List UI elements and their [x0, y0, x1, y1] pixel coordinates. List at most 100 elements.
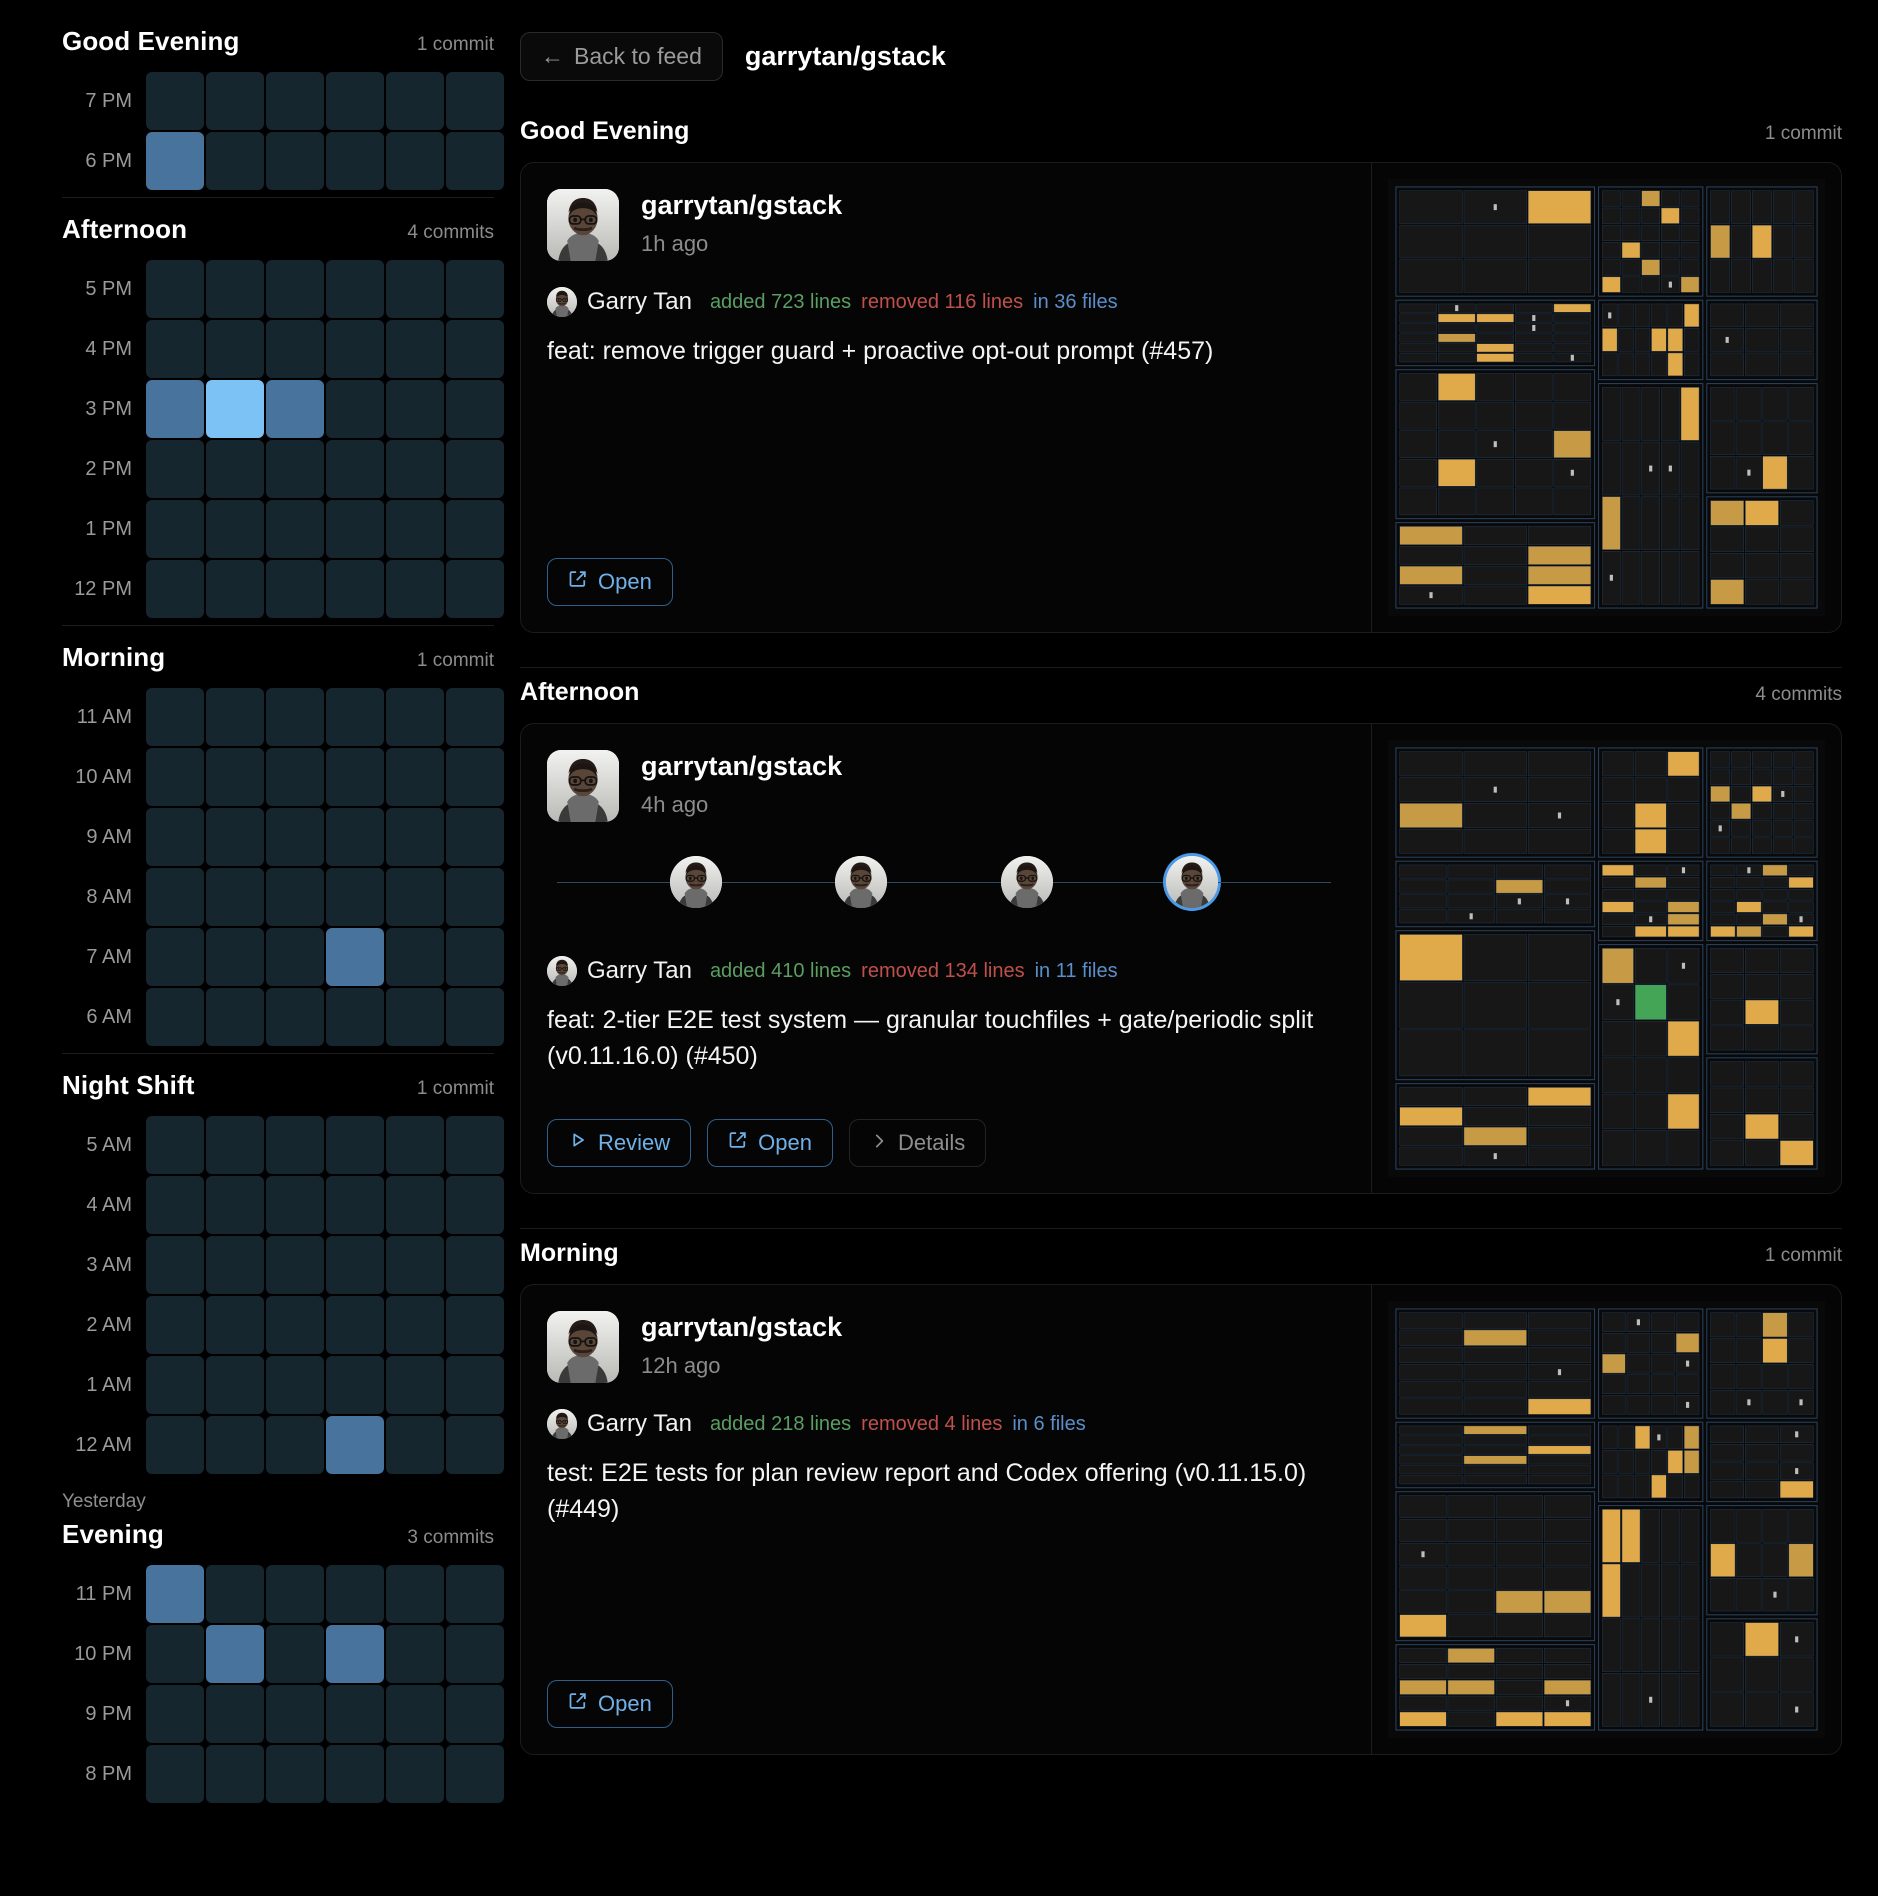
heatmap-cell[interactable] [326, 1745, 384, 1803]
heatmap-cell[interactable] [446, 320, 504, 378]
heatmap-cell[interactable] [326, 560, 384, 618]
heatmap-cell[interactable] [206, 1356, 264, 1414]
activity-heatmap-sidebar[interactable]: Good Evening 1 commit 7 PM 6 PM Afternoon 4 c… [0, 0, 520, 1896]
heatmap-cell[interactable] [326, 72, 384, 130]
commit-card[interactable]: garrytan/gstack 1h ago Garry Tan added 7… [520, 162, 1842, 633]
heatmap-cell[interactable] [266, 988, 324, 1046]
heatmap-cell[interactable] [206, 380, 264, 438]
heatmap-cell[interactable] [326, 868, 384, 926]
commit-repo-name[interactable]: garrytan/gstack [641, 751, 843, 781]
heatmap-cell[interactable] [146, 1356, 204, 1414]
heatmap-cell[interactable] [326, 380, 384, 438]
commit-chain[interactable] [547, 856, 1341, 908]
heatmap-cell[interactable] [386, 688, 444, 746]
heatmap-cell[interactable] [146, 1685, 204, 1743]
heatmap-cell[interactable] [326, 1176, 384, 1234]
heatmap-cell[interactable] [326, 928, 384, 986]
heatmap-cell[interactable] [206, 928, 264, 986]
heatmap-cell[interactable] [326, 1416, 384, 1474]
heatmap-cell[interactable] [386, 1236, 444, 1294]
heatmap-cell[interactable] [446, 688, 504, 746]
heatmap-cell[interactable] [386, 748, 444, 806]
open-button[interactable]: Open [707, 1119, 833, 1167]
heatmap-cell[interactable] [386, 1176, 444, 1234]
heatmap-cell[interactable] [266, 928, 324, 986]
commit-card[interactable]: garrytan/gstack 4h ago [520, 723, 1842, 1194]
heatmap-cell[interactable] [206, 500, 264, 558]
heatmap-cell[interactable] [446, 1745, 504, 1803]
code-treemap-panel[interactable] [1371, 724, 1841, 1193]
heatmap-cell[interactable] [266, 808, 324, 866]
heatmap-cell[interactable] [446, 808, 504, 866]
heatmap-cell[interactable] [266, 1176, 324, 1234]
heatmap-cell[interactable] [266, 1236, 324, 1294]
heatmap-cell[interactable] [206, 1176, 264, 1234]
heatmap-cell[interactable] [146, 808, 204, 866]
heatmap-cell[interactable] [446, 868, 504, 926]
heatmap-cell[interactable] [146, 1565, 204, 1623]
heatmap-cell[interactable] [266, 1296, 324, 1354]
heatmap-cell[interactable] [206, 1296, 264, 1354]
heatmap-cell[interactable] [266, 560, 324, 618]
heatmap-cell[interactable] [386, 1565, 444, 1623]
heatmap-cell[interactable] [446, 988, 504, 1046]
open-button[interactable]: Open [547, 558, 673, 606]
heatmap-cell[interactable] [446, 1565, 504, 1623]
heatmap-cell[interactable] [146, 132, 204, 190]
heatmap-cell[interactable] [146, 1416, 204, 1474]
heatmap-cell[interactable] [326, 748, 384, 806]
heatmap-cell[interactable] [146, 748, 204, 806]
review-button[interactable]: Review [547, 1119, 692, 1167]
heatmap-cell[interactable] [266, 1416, 324, 1474]
heatmap-cell[interactable] [326, 1625, 384, 1683]
heatmap-cell[interactable] [386, 320, 444, 378]
heatmap-cell[interactable] [266, 1685, 324, 1743]
heatmap-cell[interactable] [146, 380, 204, 438]
heatmap-cell[interactable] [446, 1296, 504, 1354]
heatmap-cell[interactable] [146, 1625, 204, 1683]
heatmap-cell[interactable] [266, 380, 324, 438]
heatmap-cell[interactable] [146, 320, 204, 378]
heatmap-cell[interactable] [386, 868, 444, 926]
commit-card[interactable]: garrytan/gstack 12h ago Garry Tan added … [520, 1284, 1842, 1755]
repo-avatar[interactable] [547, 750, 619, 822]
heatmap-cell[interactable] [446, 1176, 504, 1234]
heatmap-cell[interactable] [326, 1356, 384, 1414]
heatmap-cell[interactable] [446, 928, 504, 986]
heatmap-cell[interactable] [146, 1745, 204, 1803]
heatmap-cell[interactable] [386, 380, 444, 438]
heatmap-cell[interactable] [266, 500, 324, 558]
heatmap-cell[interactable] [326, 260, 384, 318]
heatmap-cell[interactable] [386, 72, 444, 130]
heatmap-cell[interactable] [386, 1625, 444, 1683]
heatmap-cell[interactable] [266, 132, 324, 190]
heatmap-cell[interactable] [446, 748, 504, 806]
heatmap-cell[interactable] [326, 440, 384, 498]
heatmap-cell[interactable] [326, 320, 384, 378]
heatmap-cell[interactable] [446, 440, 504, 498]
heatmap-cell[interactable] [266, 320, 324, 378]
heatmap-cell[interactable] [266, 1116, 324, 1174]
heatmap-cell[interactable] [386, 500, 444, 558]
heatmap-cell[interactable] [266, 440, 324, 498]
heatmap-cell[interactable] [446, 380, 504, 438]
heatmap-cell[interactable] [446, 1116, 504, 1174]
heatmap-cell[interactable] [206, 868, 264, 926]
heatmap-cell[interactable] [206, 688, 264, 746]
heatmap-cell[interactable] [446, 132, 504, 190]
heatmap-cell[interactable] [386, 808, 444, 866]
back-to-feed-button[interactable]: ← Back to feed [520, 32, 723, 81]
heatmap-cell[interactable] [446, 1416, 504, 1474]
heatmap-cell[interactable] [206, 560, 264, 618]
heatmap-cell[interactable] [266, 868, 324, 926]
heatmap-cell[interactable] [146, 688, 204, 746]
heatmap-cell[interactable] [206, 72, 264, 130]
open-button[interactable]: Open [547, 1680, 673, 1728]
heatmap-cell[interactable] [146, 868, 204, 926]
heatmap-cell[interactable] [146, 1236, 204, 1294]
heatmap-cell[interactable] [206, 1236, 264, 1294]
heatmap-cell[interactable] [146, 560, 204, 618]
heatmap-cell[interactable] [386, 928, 444, 986]
heatmap-cell[interactable] [386, 988, 444, 1046]
heatmap-cell[interactable] [206, 320, 264, 378]
